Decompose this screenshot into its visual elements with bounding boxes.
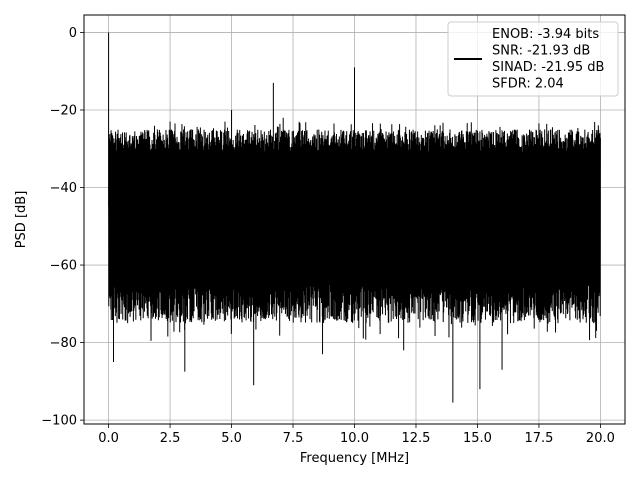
legend-entry-enob: ENOB: -3.94 bits <box>492 27 599 42</box>
legend-box <box>447 21 619 97</box>
series-line <box>108 32 601 403</box>
x-tick-label: 5.0 <box>221 431 242 446</box>
legend-entry-snr: SNR: -21.93 dB <box>492 44 590 59</box>
x-tick-label: 15.0 <box>463 431 492 446</box>
y-axis-label: PSD [dB] <box>14 191 29 249</box>
y-tick-label: −100 <box>41 414 77 429</box>
x-tick-label: 17.5 <box>524 431 553 446</box>
legend-entry-sfdr: SFDR: 2.04 <box>492 77 564 92</box>
y-tick-label: −60 <box>50 259 77 274</box>
y-tick-label: 0 <box>69 26 77 41</box>
y-tick-label: −20 <box>50 103 77 118</box>
x-tick-label: 20.0 <box>586 431 615 446</box>
y-axis-ticks: 0 −20 −40 −60 −80 −100 <box>41 26 84 429</box>
plot-area <box>108 32 601 403</box>
x-tick-label: 12.5 <box>402 431 431 446</box>
x-axis-label: Frequency [MHz] <box>300 451 409 466</box>
x-tick-label: 2.5 <box>160 431 181 446</box>
legend: ENOB: -3.94 bits SNR: -21.93 dB SINAD: -… <box>447 21 619 97</box>
y-tick-label: −40 <box>50 181 77 196</box>
x-tick-label: 7.5 <box>283 431 304 446</box>
y-tick-label: −80 <box>50 336 77 351</box>
x-tick-label: 0.0 <box>98 431 119 446</box>
x-axis-ticks: 0.0 2.5 5.0 7.5 10.0 12.5 15.0 17.5 20.0 <box>98 424 615 446</box>
legend-entry-sinad: SINAD: -21.95 dB <box>492 60 604 75</box>
x-tick-label: 10.0 <box>340 431 369 446</box>
